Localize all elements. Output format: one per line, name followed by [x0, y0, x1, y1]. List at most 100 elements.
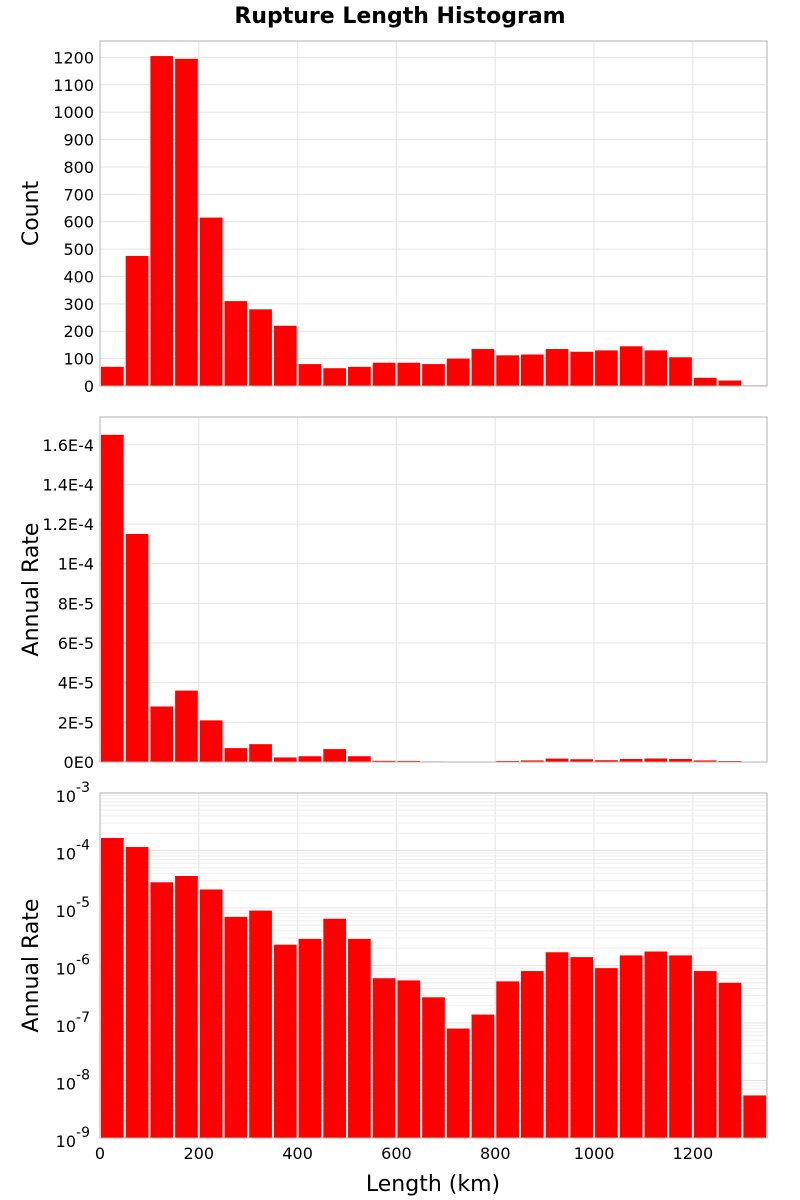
- y-tick-label: 500: [63, 240, 94, 259]
- y-tick-labels: 0 100 200 300 400 500 600 700 800 900 1000 1100 1200: [53, 48, 94, 396]
- histogram-bar: [199, 889, 223, 1138]
- histogram-bar: [323, 749, 347, 762]
- histogram-bar: [570, 759, 594, 762]
- histogram-bar: [199, 720, 223, 762]
- histogram-bar: [743, 1095, 766, 1138]
- plot-frame: [99, 792, 768, 1139]
- x-tick-label: 600: [381, 1144, 412, 1163]
- histogram-bar: [446, 1028, 470, 1138]
- y-tick-label: 100: [63, 350, 94, 369]
- y-tick-label: 1000: [53, 103, 94, 122]
- histogram-bar: [224, 916, 248, 1138]
- histogram-bar: [471, 349, 495, 386]
- histogram-bar: [249, 744, 272, 762]
- plot-frame: [99, 40, 768, 387]
- bars: [101, 837, 766, 1138]
- y-tick-label: 400: [63, 267, 94, 286]
- histogram-bar: [348, 938, 371, 1138]
- histogram-bar: [101, 366, 124, 386]
- histogram-bar: [150, 882, 174, 1138]
- histogram-bar: [125, 255, 149, 386]
- y-tick-label: 1.2E-4: [42, 515, 94, 534]
- histogram-bar: [471, 1014, 495, 1138]
- histogram-bar: [397, 760, 421, 762]
- histogram-bar: [249, 910, 272, 1138]
- histogram-bar: [669, 357, 692, 386]
- x-axis-label: Length (km): [366, 1172, 500, 1197]
- y-tick-label: 800: [63, 158, 94, 177]
- histogram-bar: [644, 951, 668, 1138]
- y-tick-label: 10-8: [56, 1068, 90, 1094]
- histogram-bar: [372, 760, 396, 762]
- y-tick-label: 0: [84, 377, 94, 396]
- x-tick-label: 200: [184, 1144, 215, 1163]
- y-tick-label: 600: [63, 213, 94, 232]
- histogram-bar: [175, 58, 198, 387]
- histogram-bar: [422, 997, 445, 1138]
- histogram-bar: [175, 876, 198, 1138]
- histogram-bar: [619, 346, 643, 386]
- histogram-bar: [669, 955, 692, 1138]
- annual-rate-linear-panel: 0E0 2E-5 4E-5 6E-5 8E-5 1E-4 1.2E-4 1.4E-4 1.6E-…: [19, 416, 768, 772]
- y-tick-labels: 10-9 10-8 10-7 10-6 10-5 10-4 10-3: [56, 780, 90, 1151]
- plot-frame: [99, 416, 768, 763]
- histogram-bar: [372, 362, 396, 386]
- histogram-bar: [422, 364, 445, 386]
- histogram-bar: [619, 955, 643, 1138]
- y-tick-label: 200: [63, 322, 94, 341]
- histogram-bar: [520, 971, 544, 1138]
- y-tick-label: 1100: [53, 76, 94, 95]
- histogram-bar: [323, 918, 347, 1138]
- y-tick-label: 6E-5: [58, 634, 94, 653]
- y-tick-label: 10-9: [56, 1125, 90, 1151]
- histogram-bar: [545, 349, 569, 386]
- y-tick-labels: 0E0 2E-5 4E-5 6E-5 8E-5 1E-4 1.2E-4 1.4E-4 1.6E-…: [42, 436, 94, 772]
- histogram-bar: [125, 533, 149, 762]
- bars: [101, 56, 766, 387]
- histogram-bar: [298, 364, 322, 386]
- histogram-bar: [545, 952, 569, 1138]
- histogram-bar: [644, 350, 668, 386]
- histogram-bar: [397, 362, 421, 386]
- histogram-bar: [273, 325, 297, 386]
- histogram-bar: [372, 978, 396, 1138]
- histogram-bar: [496, 760, 519, 762]
- y-axis-label: Count: [19, 180, 44, 246]
- y-tick-label: 10-5: [56, 895, 90, 921]
- histogram-bar: [446, 358, 470, 386]
- histogram-bar: [150, 706, 174, 762]
- annual-rate-log-panel: 10-9 10-8 10-7 10-6 10-5 10-4 10-3 0 200 400 600 80…: [19, 780, 768, 1163]
- y-tick-label: 1.6E-4: [42, 436, 94, 455]
- y-axis-label: Annual Rate: [19, 899, 44, 1033]
- x-tick-label: 400: [282, 1144, 313, 1163]
- histogram-bar: [298, 756, 322, 762]
- y-tick-label: 0E0: [64, 753, 94, 772]
- histogram-bar: [520, 760, 544, 762]
- histogram-bar: [125, 847, 149, 1138]
- histogram-bar: [693, 760, 717, 762]
- histogram-bar: [224, 301, 248, 386]
- x-tick-label: 1000: [574, 1144, 615, 1163]
- histogram-bar: [298, 938, 322, 1138]
- y-tick-label: 300: [63, 295, 94, 314]
- histogram-bar: [348, 366, 371, 386]
- y-tick-label: 1200: [53, 48, 94, 67]
- x-tick-labels: 0 200 400 600 800 1000 1200: [95, 1144, 713, 1163]
- x-tick-label: 1200: [673, 1144, 714, 1163]
- histogram-bar: [570, 351, 594, 386]
- x-tick-label: 0: [95, 1144, 105, 1163]
- histogram-bar: [595, 760, 618, 762]
- histogram-bar: [693, 377, 717, 386]
- histogram-bar: [545, 758, 569, 762]
- histogram-bar: [644, 758, 668, 762]
- histogram-bar: [348, 756, 371, 762]
- x-tick-label: 800: [480, 1144, 511, 1163]
- histogram-bar: [273, 757, 297, 762]
- y-axis-label: Annual Rate: [19, 523, 44, 657]
- y-tick-label: 700: [63, 185, 94, 204]
- histogram-bar: [718, 982, 742, 1138]
- y-tick-label: 1.4E-4: [42, 475, 94, 494]
- bars: [101, 434, 766, 762]
- y-tick-label: 10-6: [56, 953, 90, 979]
